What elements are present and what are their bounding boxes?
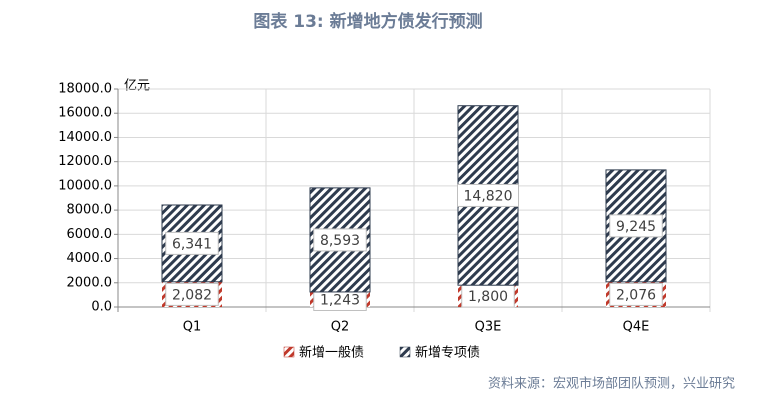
chart-title: 图表 13: 新增地方债发行预测	[253, 11, 482, 32]
data-label: 8,593	[320, 233, 360, 249]
data-label-box	[313, 228, 367, 252]
data-label: 9,245	[616, 219, 656, 235]
data-label-box	[609, 214, 663, 238]
y-tick-label: 0.0	[91, 300, 112, 315]
y-tick-label: 16000.0	[58, 106, 112, 121]
y-tick-label: 6000.0	[67, 227, 113, 242]
x-tick-label: Q2	[331, 320, 350, 335]
data-label-box	[609, 282, 663, 306]
y-tick-label: 10000.0	[58, 178, 112, 193]
x-tick-label: Q3E	[475, 320, 502, 335]
data-label: 14,820	[464, 188, 513, 204]
y-tick-label: 8000.0	[67, 203, 113, 218]
legend-label: 新增专项债	[415, 345, 480, 361]
y-tick-label: 4000.0	[67, 251, 113, 266]
data-label-box	[165, 282, 219, 306]
data-label: 2,076	[616, 287, 656, 303]
x-tick-label: Q1	[183, 320, 202, 335]
y-axis-label: 亿元	[124, 79, 150, 94]
data-label: 1,800	[468, 289, 508, 305]
y-tick-label: 18000.0	[58, 82, 112, 97]
legend-swatch	[399, 346, 411, 358]
x-tick-label: Q4E	[623, 320, 650, 335]
y-tick-label: 2000.0	[67, 275, 113, 290]
data-label: 1,243	[320, 292, 360, 308]
data-label-box	[165, 231, 219, 255]
data-label: 2,082	[172, 287, 212, 303]
data-label-box	[457, 183, 519, 207]
legend-label: 新增一般债	[299, 345, 364, 361]
y-tick-label: 14000.0	[58, 130, 112, 145]
y-tick-label: 12000.0	[58, 154, 112, 169]
source-note: 资料来源：宏观市场部团队预测，兴业研究	[488, 376, 735, 392]
legend-swatch	[283, 346, 295, 358]
data-label: 6,341	[172, 236, 212, 252]
